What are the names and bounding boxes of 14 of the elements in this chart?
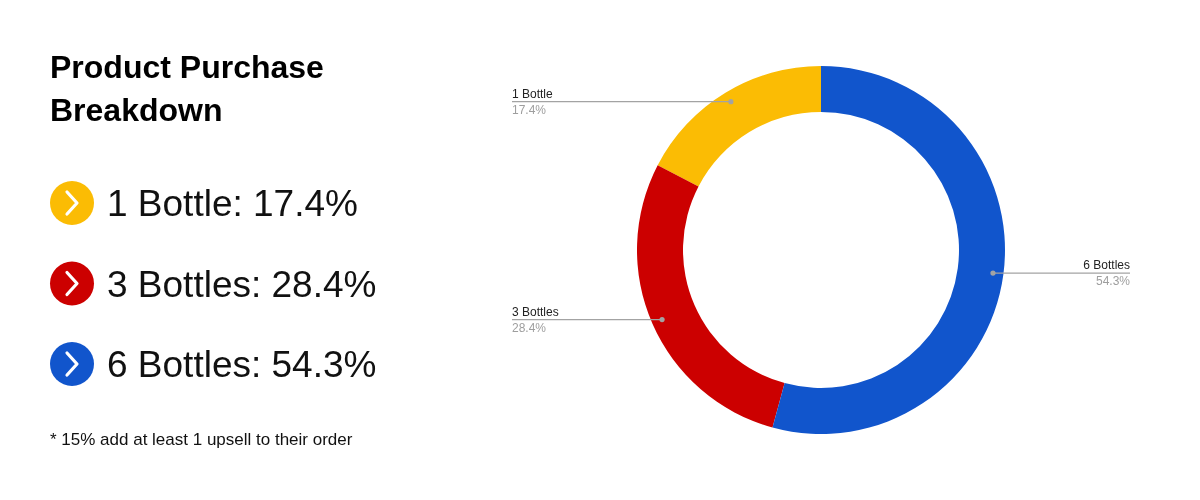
data-label: 54.3% — [1095, 274, 1131, 289]
text: Product Purchase Breakdown — [50, 49, 324, 128]
slice-label: 1 Bottle — [512, 86, 554, 101]
text: 3 Bottles: 28.4% — [107, 263, 377, 305]
text: 1 Bottle: 17.4% — [107, 183, 358, 224]
data-label: 17.4% — [512, 102, 547, 117]
text: 6 Bottles: 54.3% — [107, 344, 377, 385]
donut-slice — [637, 165, 785, 428]
slice-label: 6 Bottles — [1083, 258, 1130, 273]
data-label: 28.4% — [512, 320, 547, 335]
text: * 15% add at least 1 upsell to their order — [50, 430, 353, 449]
donut-slice — [657, 66, 821, 187]
donut-slice — [772, 66, 1005, 434]
slice-label: 3 Bottles — [512, 304, 559, 319]
